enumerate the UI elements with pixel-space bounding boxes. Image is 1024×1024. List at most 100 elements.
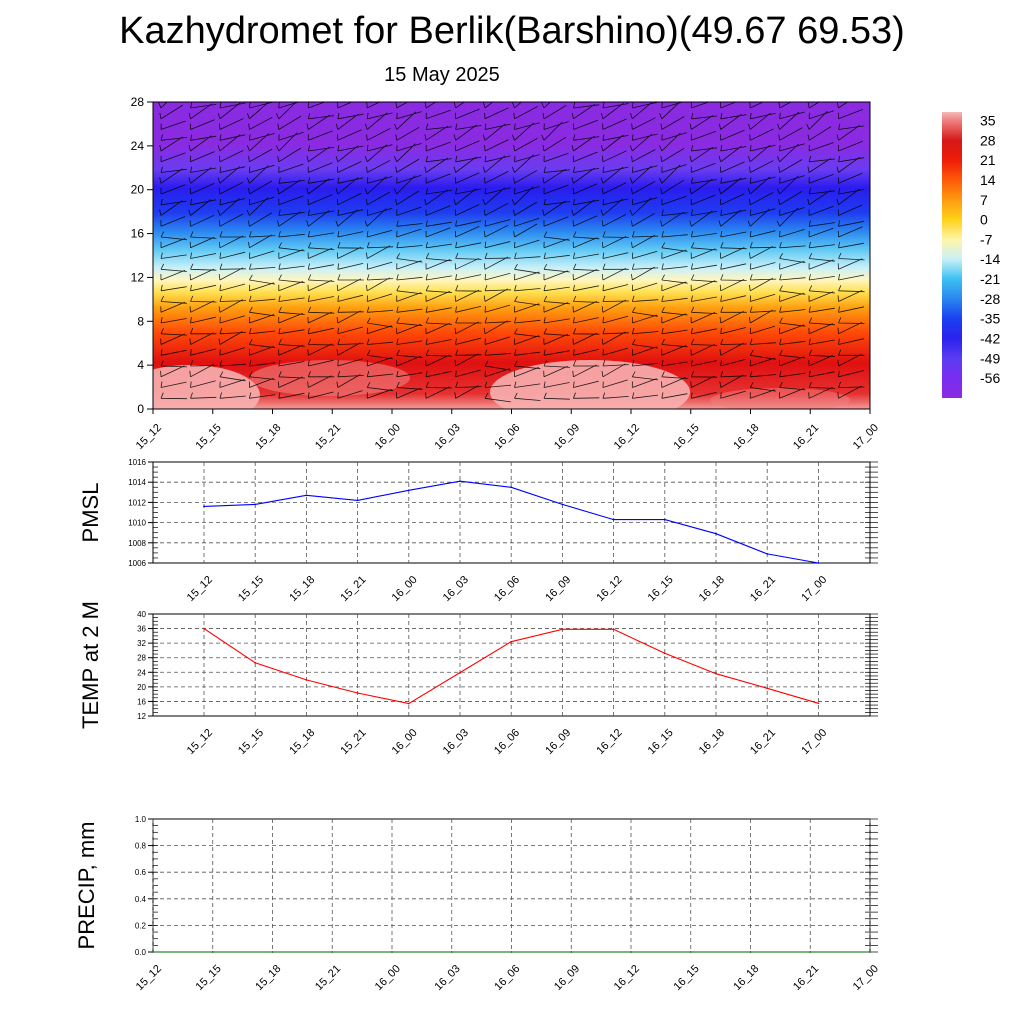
pmsl-xtick-label: 16_03 (441, 574, 471, 604)
colorbar-label: 21 (980, 152, 996, 168)
temp-xtick-label: 15_15 (236, 727, 266, 757)
pmsl-point (715, 532, 717, 535)
pmsl-xtick-label: 17_00 (799, 574, 829, 604)
pmsl-xtick-label: 16_12 (594, 574, 624, 604)
pmsl-ytick-label: 1012 (128, 498, 146, 507)
heatmap-ytick-label: 12 (131, 270, 145, 284)
heatmap-field (153, 102, 870, 409)
temp-xtick-label: 16_12 (594, 727, 624, 757)
precip-ytick-label: 1.0 (135, 815, 147, 824)
colorbar-label: 7 (980, 192, 988, 208)
pmsl-point (254, 503, 257, 506)
chart-title: Kazhydromet for Berlik(Barshino)(49.67 6… (119, 10, 905, 52)
pmsl-xtick-label: 16_06 (492, 574, 522, 604)
temp-point (663, 652, 666, 655)
temp-ytick-label: 36 (137, 625, 146, 634)
heatmap-xtick-label: 16_06 (492, 422, 522, 452)
pmsl-xtick-label: 15_15 (236, 574, 266, 604)
temp-point (407, 702, 410, 705)
temp-xtick-label: 15_18 (287, 727, 317, 757)
precip-xtick-label: 15_12 (134, 963, 164, 993)
pmsl-point (459, 480, 461, 483)
precip-point (869, 951, 871, 953)
pmsl-xtick-label: 16_15 (646, 574, 676, 604)
pmsl-ytick-label: 1006 (128, 559, 146, 568)
heatmap-xtick-label: 16_03 (433, 422, 463, 452)
pmsl-ylabel: PMSL (78, 483, 103, 543)
temp-ytick-label: 32 (137, 639, 146, 648)
heatmap-ytick-label: 0 (137, 402, 144, 416)
warm-patch (250, 360, 410, 396)
temp-point (254, 661, 257, 664)
temp-xtick-label: 16_15 (646, 727, 676, 757)
pmsl-xtick-label: 15_18 (287, 574, 317, 604)
precip-point (450, 951, 453, 953)
temp-point (715, 672, 717, 675)
heatmap-xtick-label: 15_21 (313, 422, 343, 452)
precip-point (271, 951, 274, 953)
temp-xtick-label: 16_06 (492, 727, 522, 757)
colorbar-label: -21 (980, 271, 1000, 287)
pmsl-point (356, 499, 359, 502)
pmsl-point (510, 486, 513, 489)
precip-point (689, 951, 692, 953)
precip-xtick-label: 16_12 (612, 963, 642, 993)
temp-ytick-label: 40 (137, 610, 146, 619)
temp-xtick-label: 17_00 (799, 727, 829, 757)
temp-point (612, 628, 615, 631)
heatmap-xtick-label: 17_00 (851, 422, 881, 452)
pmsl-xtick-label: 16_00 (390, 574, 420, 604)
heatmap-xtick-label: 16_00 (373, 422, 403, 452)
precip-xtick-label: 16_03 (433, 963, 463, 993)
heatmap-xtick-label: 15_18 (253, 422, 283, 452)
precip-xtick-label: 16_09 (552, 963, 582, 993)
temp-point (459, 671, 461, 674)
heatmap-xtick-label: 16_21 (791, 422, 821, 452)
precip-point (510, 951, 513, 953)
temp-ylabel: TEMP at 2 M (78, 601, 103, 729)
heatmap-ytick-label: 28 (131, 95, 145, 109)
precip-point (391, 951, 393, 953)
heatmap-ytick-label: 8 (137, 314, 144, 328)
colorbar-label: -49 (980, 350, 1000, 366)
pmsl-point (817, 562, 820, 564)
temp-xtick-label: 16_00 (390, 727, 420, 757)
colorbar-label: -14 (980, 251, 1000, 267)
pmsl-ytick-label: 1008 (128, 539, 146, 548)
temp-ytick-label: 28 (137, 654, 146, 663)
chart-subtitle: 15 May 2025 (384, 64, 500, 86)
pmsl-point (407, 489, 410, 492)
pmsl-point (612, 518, 615, 521)
temp-point (510, 640, 513, 643)
temp-xtick-label: 15_12 (185, 727, 215, 757)
heatmap-xtick-label: 15_15 (194, 422, 224, 452)
heatmap-ytick-label: 24 (131, 139, 145, 153)
temp-point (356, 692, 359, 694)
temp-point (766, 687, 769, 690)
pmsl-point (203, 505, 205, 508)
pmsl-xtick-label: 16_18 (697, 574, 727, 604)
heatmap-xtick-label: 16_12 (612, 422, 642, 452)
heatmap-xtick-label: 16_18 (731, 422, 761, 452)
precip-ytick-label: 0.0 (135, 948, 147, 957)
heatmap-xtick-label: 15_12 (134, 422, 164, 452)
warm-patch (710, 388, 850, 409)
pmsl-ytick-label: 1014 (128, 478, 146, 487)
precip-xtick-label: 16_00 (373, 963, 403, 993)
pmsl-point (305, 494, 308, 497)
pmsl-point (561, 503, 564, 506)
pmsl-ytick-label: 1010 (128, 519, 146, 528)
colorbar-label: 28 (980, 132, 996, 148)
heatmap-xtick-label: 16_15 (672, 422, 702, 452)
pmsl-xtick-label: 16_21 (748, 574, 778, 604)
precip-point (570, 951, 573, 953)
temp-xtick-label: 16_03 (441, 727, 471, 757)
precip-ylabel: PRECIP, mm (74, 822, 99, 950)
colorbar-label: -42 (980, 331, 1000, 347)
precip-point (809, 951, 812, 953)
heatmap-xtick-label: 16_09 (552, 422, 582, 452)
precip-xtick-label: 15_15 (194, 963, 224, 993)
temp-ytick-label: 24 (137, 668, 146, 677)
